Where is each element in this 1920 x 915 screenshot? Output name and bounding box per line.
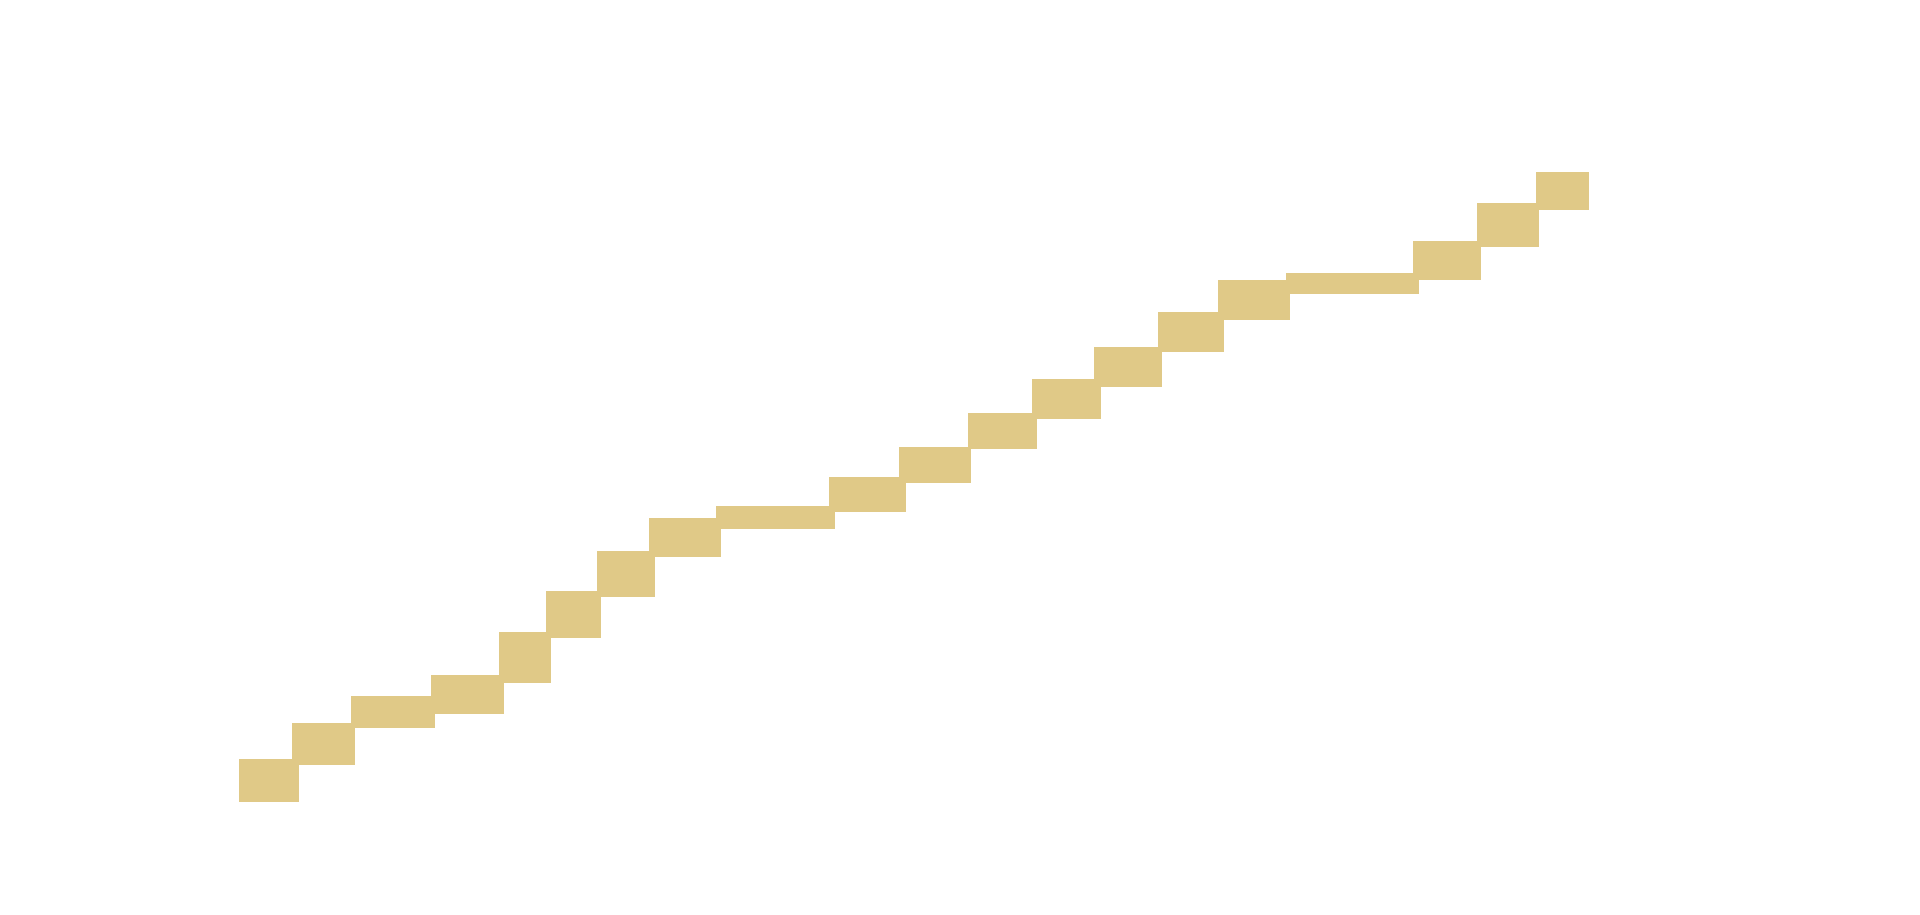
line-segment-14 bbox=[1158, 312, 1224, 352]
line-segment-4 bbox=[499, 632, 551, 683]
line-segment-6 bbox=[597, 551, 655, 597]
line-segment-1 bbox=[292, 723, 355, 765]
line-segment-18 bbox=[1477, 203, 1539, 247]
line-segment-2 bbox=[351, 696, 435, 728]
line-segment-0 bbox=[239, 759, 299, 802]
line-segment-7 bbox=[649, 518, 721, 557]
line-segment-19 bbox=[1536, 172, 1589, 210]
line-segment-8 bbox=[716, 506, 835, 529]
line-segment-10 bbox=[899, 447, 971, 483]
line-segment-13 bbox=[1094, 347, 1162, 387]
line-segment-15 bbox=[1218, 280, 1290, 320]
line-segment-3 bbox=[431, 675, 504, 714]
line-segment-12 bbox=[1032, 379, 1101, 419]
line-segment-11 bbox=[968, 413, 1037, 449]
line-segment-5 bbox=[546, 591, 601, 638]
line-segment-17 bbox=[1413, 241, 1481, 280]
line-segment-9 bbox=[829, 477, 906, 512]
line-segment-16 bbox=[1286, 273, 1419, 294]
